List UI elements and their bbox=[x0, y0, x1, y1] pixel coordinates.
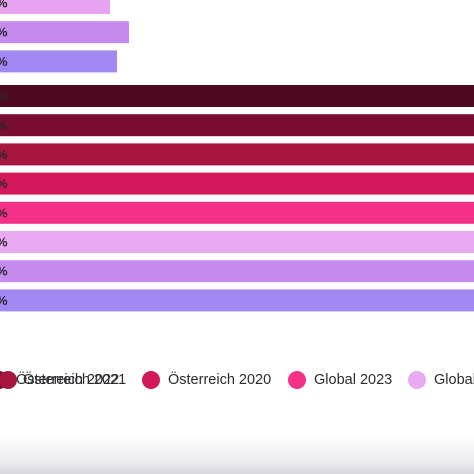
bar bbox=[0, 0, 110, 14]
legend-item: Global 2022 bbox=[408, 368, 474, 392]
bar bbox=[0, 172, 474, 195]
bar-value-label: % bbox=[0, 118, 8, 133]
legend-swatch bbox=[142, 371, 160, 389]
legend-label: Global 2022 bbox=[434, 372, 474, 388]
legend-label: Österreich 2021 bbox=[23, 372, 127, 388]
legend-label: Österreich 2022 bbox=[16, 372, 120, 388]
bar-value-label: % bbox=[0, 54, 8, 69]
bottom-shadow bbox=[0, 434, 474, 474]
bar-value-label: % bbox=[0, 205, 8, 220]
bar bbox=[0, 231, 474, 253]
legend-item: Global 2023 bbox=[288, 368, 392, 392]
bar-value-label: % bbox=[0, 235, 8, 250]
legend-swatch bbox=[0, 371, 17, 389]
bar-value-label: % bbox=[0, 293, 8, 308]
legend-item: Österreich 2021 bbox=[0, 368, 126, 392]
bar bbox=[0, 289, 474, 312]
bar bbox=[0, 21, 129, 44]
bar bbox=[0, 201, 474, 224]
bar-value-label: % bbox=[0, 89, 8, 104]
bar bbox=[0, 143, 474, 166]
legend-item: Österreich 2020 bbox=[142, 368, 271, 392]
bar-value-label: % bbox=[0, 264, 8, 279]
legend-swatch bbox=[408, 371, 426, 389]
bar-value-label: % bbox=[0, 147, 8, 162]
chart-legend: Österreich 2022 Österreich 2021 Österrei… bbox=[0, 368, 474, 392]
legend-swatch bbox=[288, 371, 306, 389]
bar-value-label: % bbox=[0, 0, 8, 11]
legend-label: Global 2023 bbox=[314, 372, 393, 388]
bar bbox=[0, 114, 474, 137]
bar bbox=[0, 260, 474, 283]
legend-label: Österreich 2020 bbox=[168, 372, 272, 388]
bar-value-label: % bbox=[0, 176, 8, 191]
bar bbox=[0, 50, 117, 73]
bar-value-label: % bbox=[0, 25, 8, 40]
bar bbox=[0, 85, 474, 107]
